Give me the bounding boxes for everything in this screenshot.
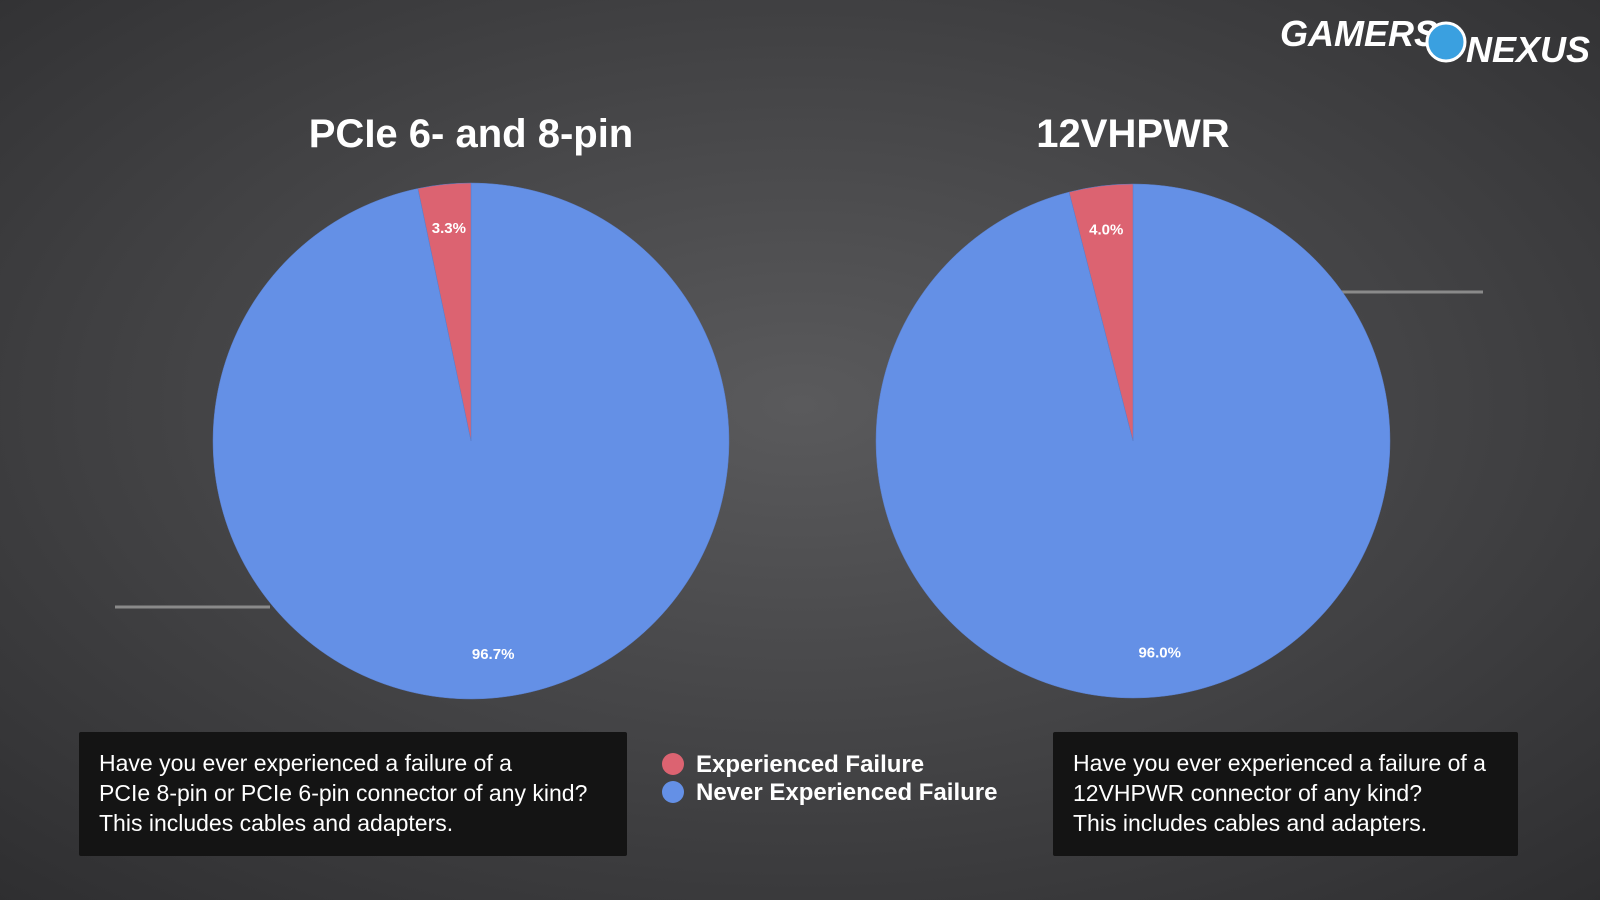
logo-text: NEXUS	[1466, 29, 1590, 70]
caption-line: Have you ever experienced a failure of a	[99, 750, 512, 776]
caption-box	[1053, 732, 1518, 856]
logo-text: GAMERS	[1280, 13, 1438, 54]
caption-line: This includes cables and adapters.	[99, 810, 453, 836]
slice-label: 3.3%	[432, 220, 466, 237]
legend-marker	[662, 753, 684, 775]
caption-line: PCIe 8-pin or PCIe 6-pin connector of an…	[99, 780, 587, 806]
caption-box	[79, 732, 627, 856]
slice-label: 96.7%	[472, 646, 515, 663]
pie-slice	[417, 182, 472, 442]
logo-icon	[1425, 21, 1467, 63]
caption-line: 12VHPWR connector of any kind?	[1073, 780, 1422, 806]
chart-title: PCIe 6- and 8-pin	[309, 112, 634, 156]
logo: GAMERS NEXUS	[1280, 13, 1590, 70]
legend-marker	[662, 781, 684, 803]
caption-line: This includes cables and adapters.	[1073, 810, 1427, 836]
pie-slice	[1068, 183, 1134, 442]
slice-label: 4.0%	[1089, 221, 1123, 238]
slice-label: 96.0%	[1138, 645, 1181, 662]
legend-label: Never Experienced Failure	[696, 779, 997, 806]
caption-line: Have you ever experienced a failure of a	[1073, 750, 1486, 776]
chart-title: 12VHPWR	[1036, 112, 1229, 156]
legend-label: Experienced Failure	[696, 751, 924, 778]
